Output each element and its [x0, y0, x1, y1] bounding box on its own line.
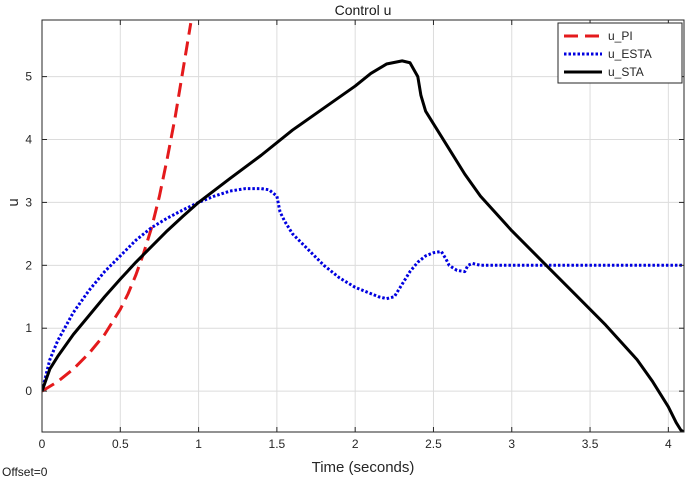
x-axis-title: Time (seconds) [312, 459, 415, 476]
series-lines [42, 22, 684, 432]
legend-label-u-sta: u_STA [608, 65, 644, 79]
x-tick-label: 2 [352, 437, 359, 451]
y-tick-label: 2 [25, 258, 32, 272]
x-tick-label: 4 [665, 437, 672, 451]
y-tick-label: 3 [25, 195, 32, 209]
legend-label-u-pi: u_PI [608, 29, 633, 43]
x-tick-label: 2.5 [425, 437, 442, 451]
y-tick-label: 0 [25, 384, 32, 398]
legend: u_PI u_ESTA u_STA [557, 22, 683, 84]
series-line-u-sta [42, 59, 684, 432]
legend-entries: u_PI u_ESTA u_STA [564, 29, 652, 79]
legend-label-u-esta: u_ESTA [608, 47, 652, 61]
x-tick-label: 3.5 [582, 437, 599, 451]
x-tick-label: 1.5 [269, 437, 286, 451]
plot-border [41, 19, 685, 433]
y-tick-labels: 0 1 2 3 4 5 [25, 70, 32, 399]
chart-title: Control u [335, 2, 392, 18]
y-tick-label: 1 [25, 321, 32, 335]
series-line-u-pi [42, 22, 193, 393]
y-axis-title: u [5, 198, 22, 206]
x-tick-label: 0.5 [112, 437, 129, 451]
grid-lines [41, 20, 684, 432]
x-tick-label: 0 [39, 437, 46, 451]
x-tick-label: 3 [508, 437, 515, 451]
x-tick-label: 1 [195, 437, 202, 451]
y-tick-label: 5 [25, 70, 32, 84]
y-tick-label: 4 [25, 133, 32, 147]
series-line-u-esta [42, 187, 684, 392]
plot-area [42, 20, 684, 432]
x-tick-labels: 0 0.5 1 1.5 2 2.5 3 3.5 4 [39, 437, 672, 451]
offset-note: Offset=0 [2, 465, 48, 479]
